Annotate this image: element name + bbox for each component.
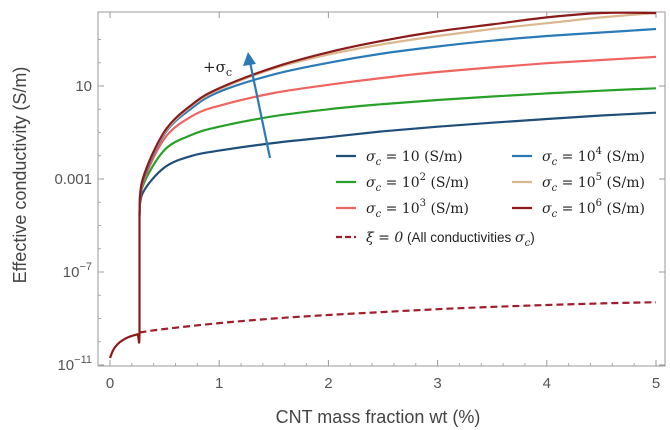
series-line (138, 87, 657, 215)
x-tick-label: 3 (433, 375, 441, 392)
plot-border (97, 11, 666, 367)
y-axis-title: Effective conductivity (S/m) (10, 67, 30, 284)
series-line (138, 111, 657, 217)
legend-entry-label: σc = 104 (S/m) (542, 146, 645, 168)
y-tick-label: 10 (75, 78, 92, 95)
x-tick-label: 2 (324, 375, 332, 392)
legend-entry-label: σc = 103 (S/m) (366, 198, 469, 220)
legend: σc = 10 (S/m) σc = 104 (S/m) σc = 102 (S/m… (336, 146, 645, 249)
x-axis-title: CNT mass fraction wt (%) (276, 407, 481, 427)
sigma-arrow-annotation: +σc (203, 52, 272, 159)
legend-entry-label: σc = 10 (S/m) (366, 149, 463, 168)
series-line (139, 301, 657, 334)
increase-arrow (248, 61, 272, 159)
legend-xi-label: ξ = 0 (All conductivities σc) (366, 230, 535, 249)
legend-entry-label: σc = 105 (S/m) (542, 172, 645, 194)
y-tick-label: 10−7 (63, 261, 92, 281)
y-tick-label: 10−11 (57, 354, 92, 374)
legend-entry-label: σc = 106 (S/m) (542, 198, 645, 220)
arrow-head-icon (243, 52, 256, 66)
series-line (138, 11, 657, 214)
x-tick-label: 1 (215, 375, 223, 392)
x-axis-ticks: 0 1 2 3 4 5 (106, 12, 660, 392)
y-tick-label: 0.001 (54, 171, 92, 188)
x-tick-label: 5 (652, 375, 660, 392)
series-lines (108, 11, 657, 359)
series-line (138, 55, 657, 215)
x-tick-label: 4 (543, 375, 551, 392)
arrow-label: +σc (203, 58, 232, 79)
series-line (108, 213, 141, 359)
y-axis-ticks: 10 0.001 10−7 10−11 (54, 39, 665, 374)
plot-frame (97, 11, 666, 367)
x-tick-label: 0 (106, 375, 114, 392)
legend-entry-label: σc = 102 (S/m) (366, 172, 469, 194)
